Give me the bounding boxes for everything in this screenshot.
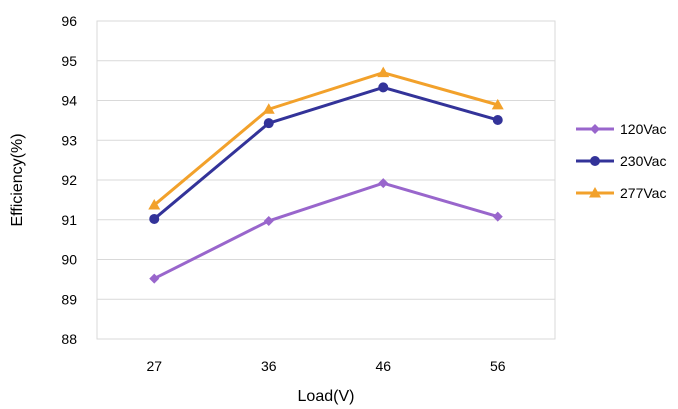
data-series — [148, 66, 504, 284]
y-axis-title: Efficiency(%) — [9, 133, 26, 226]
x-axis-title: Load(V) — [298, 388, 355, 405]
series-120vac — [149, 178, 503, 284]
legend-label-120vac: 120Vac — [620, 121, 666, 137]
y-tick-label: 95 — [61, 53, 77, 69]
legend-item-277vac: 277Vac — [576, 185, 666, 201]
gridlines — [97, 20, 555, 340]
x-tick-label: 27 — [146, 358, 162, 374]
data-point-230vac — [378, 82, 389, 93]
y-tick-label: 96 — [61, 13, 77, 29]
data-point-277vac — [491, 98, 504, 110]
data-point-230vac — [149, 213, 160, 224]
data-point-120vac — [149, 273, 160, 284]
y-tick-label: 93 — [61, 132, 77, 148]
y-tick-labels: 88 89 90 91 92 93 94 95 96 — [61, 13, 77, 347]
y-tick-label: 90 — [61, 252, 77, 268]
data-point-277vac — [148, 199, 161, 210]
legend-label-230vac: 230Vac — [620, 153, 666, 169]
series-277vac — [148, 66, 504, 210]
series-230vac — [149, 82, 503, 224]
legend: 120Vac 230Vac 277Vac — [576, 121, 666, 201]
series-line-120vac — [153, 181, 499, 280]
data-point-277vac — [262, 103, 275, 114]
x-tick-label: 56 — [490, 358, 506, 374]
data-point-230vac — [492, 114, 503, 125]
data-point-120vac — [263, 215, 274, 226]
y-tick-label: 92 — [61, 172, 77, 188]
data-point-277vac — [377, 66, 390, 78]
x-tick-label: 36 — [261, 358, 277, 374]
legend-item-120vac: 120Vac — [576, 121, 666, 137]
x-tick-labels: 27 36 46 56 — [146, 358, 505, 374]
data-point-120vac — [492, 211, 503, 222]
data-point-230vac — [263, 118, 274, 129]
legend-marker-120vac — [590, 124, 600, 134]
series-line-230vac — [153, 85, 499, 221]
legend-marker-230vac — [590, 156, 600, 166]
x-tick-label: 46 — [375, 358, 391, 374]
y-tick-label: 88 — [61, 331, 77, 347]
series-line-277vac — [153, 71, 499, 207]
y-tick-label: 94 — [61, 93, 77, 109]
data-point-120vac — [378, 178, 389, 189]
y-tick-label: 91 — [61, 212, 77, 228]
y-tick-label: 89 — [61, 291, 77, 307]
legend-item-230vac: 230Vac — [576, 153, 666, 169]
legend-label-277vac: 277Vac — [620, 185, 666, 201]
legend-marker-277vac — [589, 187, 601, 198]
